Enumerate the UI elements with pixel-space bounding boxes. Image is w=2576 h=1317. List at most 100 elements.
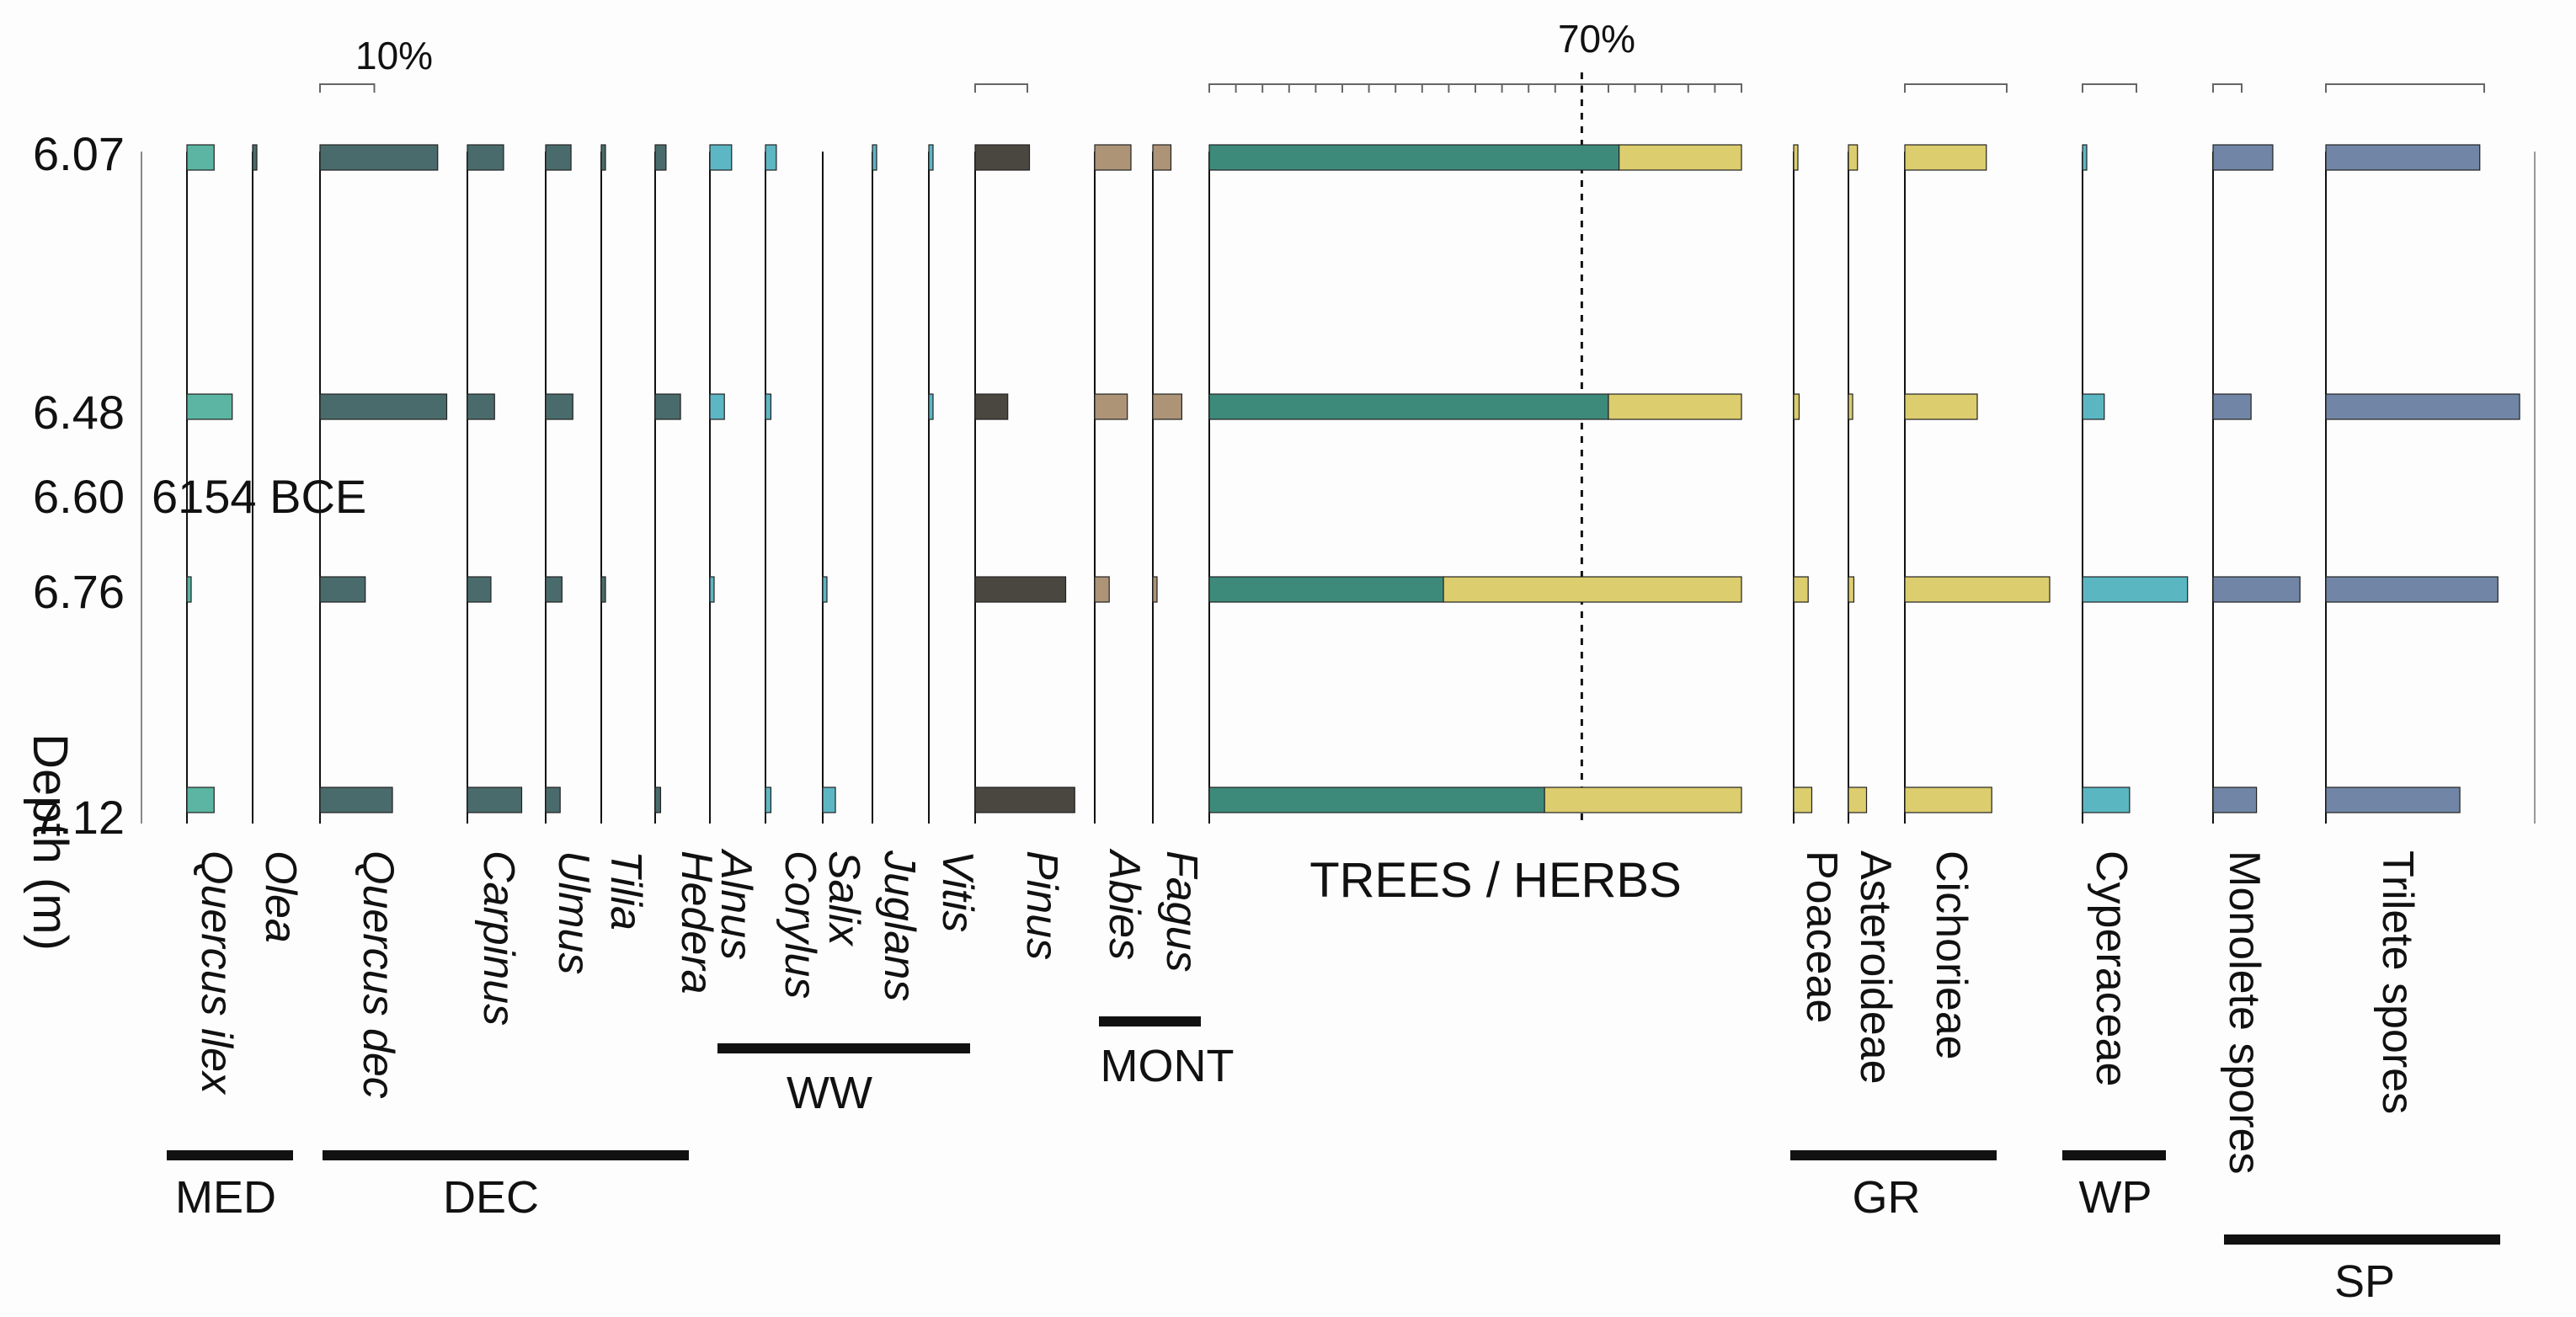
- group-label-sp: SP: [2334, 1256, 2395, 1307]
- bar-quercus-ilex-6.76: [186, 576, 192, 603]
- bar-carpinus-6.48: [467, 393, 495, 420]
- bar-corylus-6.07: [765, 144, 777, 171]
- taxon-label-corylus: Corylus: [776, 850, 824, 999]
- bar-poaceae-6.48: [1793, 393, 1800, 420]
- bar-salix-6.76: [822, 576, 828, 603]
- taxon-label-vitis: Vitis: [933, 850, 982, 932]
- taxon-label-cichorieae: Cichorieae: [1927, 850, 1976, 1060]
- bar-asteroideae-6.07: [1848, 144, 1859, 171]
- bar-quercus-dec-7.12: [319, 786, 393, 813]
- depth-tick-6.76: 6.76: [33, 565, 125, 618]
- scale-label-10pct: 10%: [355, 34, 433, 77]
- taxon-label-hedera: Hedera: [672, 850, 721, 994]
- bar-ulmus-7.12: [545, 786, 561, 813]
- bar-carpinus-7.12: [467, 786, 523, 813]
- bar-cyperaceae-6.76: [2082, 576, 2189, 603]
- grid-layer: [141, 72, 2536, 824]
- bar-abies-6.48: [1094, 393, 1128, 420]
- bars-layer: [186, 144, 2520, 813]
- taxon-label-salix: Salix: [819, 850, 868, 947]
- bar-trees-6.07: [1208, 144, 1620, 171]
- bar-cichorieae-6.07: [1904, 144, 1987, 171]
- bar-abies-6.07: [1094, 144, 1132, 171]
- bar-corylus-7.12: [765, 786, 772, 813]
- bar-poaceae-7.12: [1793, 786, 1813, 813]
- bar-asteroideae-6.76: [1848, 576, 1855, 603]
- bar-pinus-6.76: [974, 576, 1067, 603]
- taxon-label-ulmus: Ulmus: [549, 850, 598, 974]
- bar-fagus-6.48: [1152, 393, 1183, 420]
- bar-pinus-6.48: [974, 393, 1009, 420]
- bar-cichorieae-7.12: [1904, 786, 1992, 813]
- taxon-label-quercus-dec: Quercus dec: [354, 850, 403, 1099]
- bar-alnus-6.07: [709, 144, 733, 171]
- bar-cyperaceae-6.48: [2082, 393, 2105, 420]
- bar-tilia-6.76: [600, 576, 606, 603]
- scale-label-70pct: 70%: [1558, 17, 1635, 61]
- bar-cyperaceae-6.07: [2082, 144, 2088, 171]
- bar-monolete-spores-6.76: [2212, 576, 2301, 603]
- bar-trees-6.76: [1208, 576, 1444, 603]
- bar-alnus-6.48: [709, 393, 725, 420]
- bar-vitis-6.07: [928, 144, 934, 171]
- bar-poaceae-6.76: [1793, 576, 1809, 603]
- bar-salix-7.12: [822, 786, 836, 813]
- bar-fagus-6.07: [1152, 144, 1172, 171]
- bar-carpinus-6.76: [467, 576, 492, 603]
- group-label-ww: WW: [787, 1068, 872, 1118]
- scale-bracket-0: [974, 83, 1028, 93]
- labels-layer: Quercus ilex Olea Quercus dec Carpinus Ulmus…: [192, 848, 2422, 1174]
- bar-trees-6.48: [1208, 393, 1609, 420]
- scale-bracket-4: [2325, 83, 2485, 93]
- bar-quercus-dec-6.07: [319, 144, 439, 171]
- bar-monolete-spores-6.48: [2212, 393, 2252, 420]
- bar-hedera-6.48: [654, 393, 681, 420]
- taxon-label-asteroideae: Asteroideae: [1851, 850, 1900, 1085]
- bar-quercus-ilex-6.48: [186, 393, 233, 420]
- bar-ulmus-6.76: [545, 576, 563, 603]
- depth-tick-6.60: 6.60: [33, 470, 125, 523]
- bar-hedera-7.12: [654, 786, 662, 813]
- taxon-label-juglans: Juglans: [875, 850, 924, 1001]
- bar-olea-6.07: [252, 144, 258, 171]
- scale-bracket-1: [1904, 83, 2008, 93]
- taxon-label-pinus: Pinus: [1017, 850, 1066, 960]
- bar-herbs-7.12: [1544, 786, 1742, 813]
- bar-cyperaceae-7.12: [2082, 786, 2131, 813]
- bar-trilete-spores-6.48: [2325, 393, 2520, 420]
- bar-vitis-6.48: [928, 393, 934, 420]
- bar-trilete-spores-6.07: [2325, 144, 2481, 171]
- trees-herbs-label: TREES / HERBS: [1309, 853, 1682, 908]
- taxon-label-abies: Abies: [1100, 848, 1149, 960]
- taxon-label-cyperaceae: Cyperaceae: [2087, 850, 2136, 1086]
- depth-tick-6.48: 6.48: [33, 386, 125, 439]
- bar-herbs-6.76: [1443, 576, 1742, 603]
- bar-trilete-spores-7.12: [2325, 786, 2461, 813]
- taxon-label-trilete-spores: Trilete spores: [2373, 850, 2422, 1114]
- bar-monolete-spores-6.07: [2212, 144, 2274, 171]
- bar-poaceae-6.07: [1793, 144, 1799, 171]
- bar-quercus-dec-6.76: [319, 576, 366, 603]
- bar-quercus-dec-6.48: [319, 393, 448, 420]
- group-label-med: MED: [175, 1172, 276, 1223]
- taxon-label-monolete-spores: Monolete spores: [2220, 850, 2269, 1174]
- bar-quercus-ilex-6.07: [186, 144, 215, 171]
- bar-ulmus-6.48: [545, 393, 573, 420]
- taxon-label-carpinus: Carpinus: [474, 850, 523, 1026]
- bar-abies-6.76: [1094, 576, 1110, 603]
- event-annotation: 6154 BCE: [152, 470, 366, 523]
- scale-bracket-2: [2082, 83, 2137, 93]
- group-label-wp: WP: [2079, 1172, 2152, 1223]
- bar-pinus-7.12: [974, 786, 1075, 813]
- taxon-label-tilia: Tilia: [601, 850, 650, 930]
- depth-tick-6.07: 6.07: [33, 127, 125, 180]
- bar-herbs-6.07: [1619, 144, 1742, 171]
- bar-pinus-6.07: [974, 144, 1031, 171]
- bar-tilia-6.07: [600, 144, 606, 171]
- bar-herbs-6.48: [1608, 393, 1742, 420]
- bar-alnus-6.76: [709, 576, 715, 603]
- taxon-label-alnus: Alnus: [712, 848, 760, 960]
- group-label-gr: GR: [1853, 1172, 1921, 1223]
- scale-bracket-10pct: [319, 83, 376, 93]
